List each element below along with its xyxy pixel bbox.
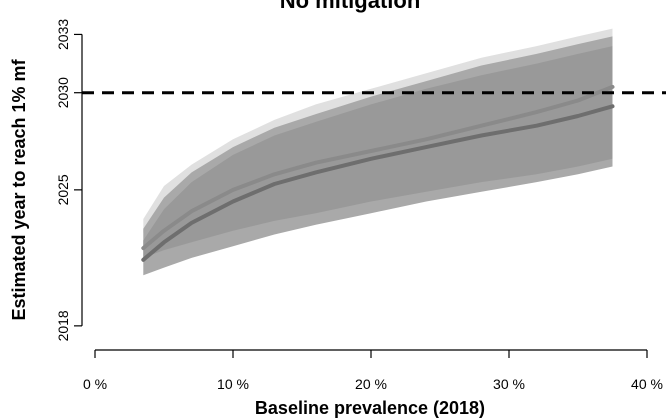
y-tick-label: 2030 [55, 77, 71, 108]
x-tick-label: 10 % [217, 376, 249, 392]
y-axis-title: Estimated year to reach 1% mf [9, 58, 29, 320]
x-tick-label: 40 % [631, 376, 663, 392]
x-axis-title: Baseline prevalence (2018) [255, 398, 485, 418]
chart-title: No mitigation [280, 0, 421, 13]
y-tick-label: 2018 [55, 310, 71, 341]
x-tick-label: 30 % [493, 376, 525, 392]
median-line-2 [141, 104, 615, 262]
median-line-1 [141, 84, 615, 251]
x-tick-label: 20 % [355, 376, 387, 392]
y-tick-label: 2025 [55, 174, 71, 205]
x-tick-label: 0 % [83, 376, 107, 392]
x-axis: 0 % 10 % 20 % 30 % 40 % [83, 349, 663, 392]
uncertainty-bands [143, 28, 613, 276]
median-lines [141, 84, 615, 262]
y-axis: 2018 2025 2030 2033 [55, 19, 83, 341]
uncertainty-band-3 [143, 46, 613, 258]
y-tick-label: 2033 [55, 19, 71, 50]
